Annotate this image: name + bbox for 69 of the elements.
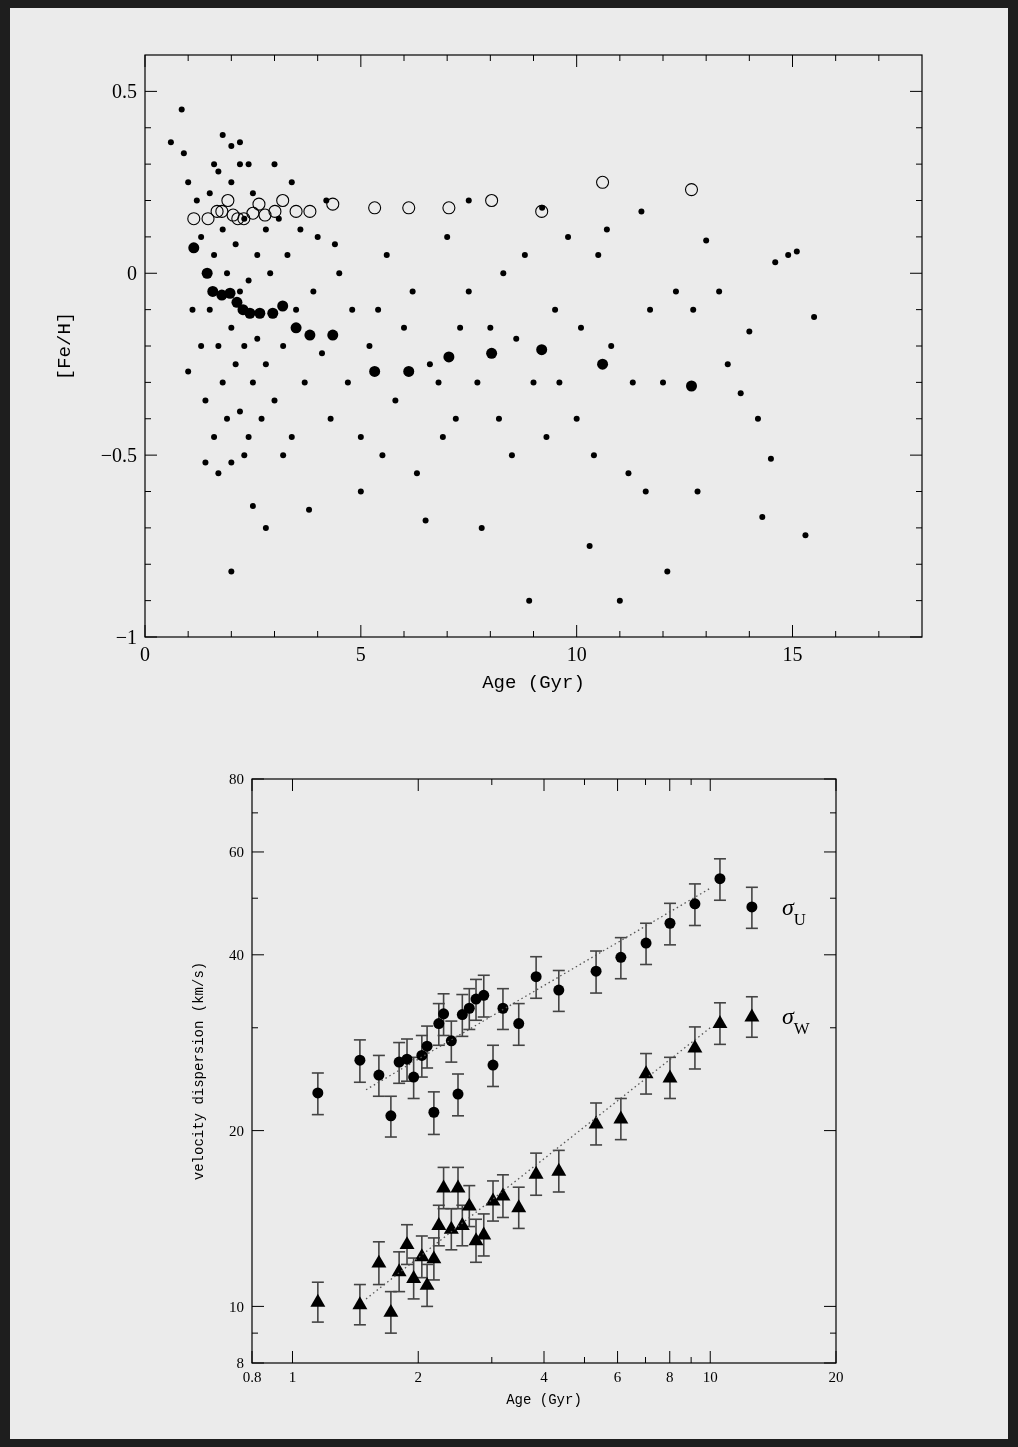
y-tick-label: 0 [127, 262, 137, 285]
point [402, 201, 416, 215]
point [221, 193, 235, 208]
point [536, 344, 548, 356]
point [246, 206, 260, 220]
point [596, 175, 610, 189]
point [326, 197, 340, 211]
x-tick-label: 15 [782, 643, 803, 665]
point [210, 204, 224, 218]
y-tick-label: −1 [115, 626, 137, 648]
point [303, 204, 317, 218]
point [231, 212, 245, 226]
x-tick-label: 10 [566, 643, 587, 665]
point [226, 208, 240, 222]
y-tick-label: 0.5 [112, 80, 137, 103]
point [267, 307, 279, 319]
point [290, 322, 302, 334]
y-axis-title: [Fe/H] [54, 311, 76, 381]
x-axis-title: Age (Gyr) [506, 1392, 582, 1408]
y-axis-title: velocity dispersion (km/s) [191, 961, 207, 1181]
point [201, 267, 213, 279]
point [277, 300, 289, 312]
point [224, 287, 236, 299]
point [187, 212, 201, 226]
y-tick-label: 20 [229, 1122, 244, 1139]
point [276, 193, 290, 208]
x-tick-label: 2 [414, 1369, 422, 1385]
x-tick-label: 0.8 [242, 1369, 262, 1385]
point [442, 201, 456, 215]
x-tick-label: 4 [540, 1369, 549, 1385]
point [231, 296, 243, 308]
point [244, 307, 256, 319]
point [443, 351, 455, 363]
x-tick-label: 10 [702, 1369, 718, 1385]
y-tick-label: 60 [229, 844, 244, 861]
point [188, 242, 200, 254]
x-axis-title: Age (Gyr) [482, 672, 585, 694]
point [201, 212, 215, 226]
point [327, 329, 339, 341]
x-tick-label: 20 [828, 1369, 844, 1385]
legend-label: σ$_{W}$ [781, 1003, 810, 1038]
point [215, 204, 229, 218]
x-tick-label: 6 [613, 1369, 622, 1385]
x-tick-label: 1 [288, 1369, 297, 1385]
y-tick-label: 40 [229, 947, 244, 964]
x-tick-label: 8 [666, 1369, 674, 1385]
y-tick-label: −0.5 [100, 444, 137, 467]
point [685, 380, 697, 392]
y-tick-label: 10 [229, 1298, 244, 1315]
point [486, 347, 498, 359]
point [252, 197, 266, 211]
y-tick-label: 80 [229, 771, 244, 788]
point [368, 201, 382, 215]
point [254, 307, 266, 319]
legend-label: σ$_{U}$ [781, 893, 806, 929]
point [304, 329, 316, 341]
point [485, 193, 499, 208]
point [258, 208, 272, 222]
point [597, 358, 609, 370]
point [403, 365, 415, 377]
x-tick-label: 5 [355, 643, 366, 665]
point [237, 212, 251, 226]
point [207, 285, 219, 297]
point [684, 183, 699, 197]
point [535, 204, 549, 218]
y-tick-label: 8 [236, 1355, 244, 1372]
point [369, 365, 381, 377]
point [268, 204, 282, 218]
point [289, 204, 303, 218]
